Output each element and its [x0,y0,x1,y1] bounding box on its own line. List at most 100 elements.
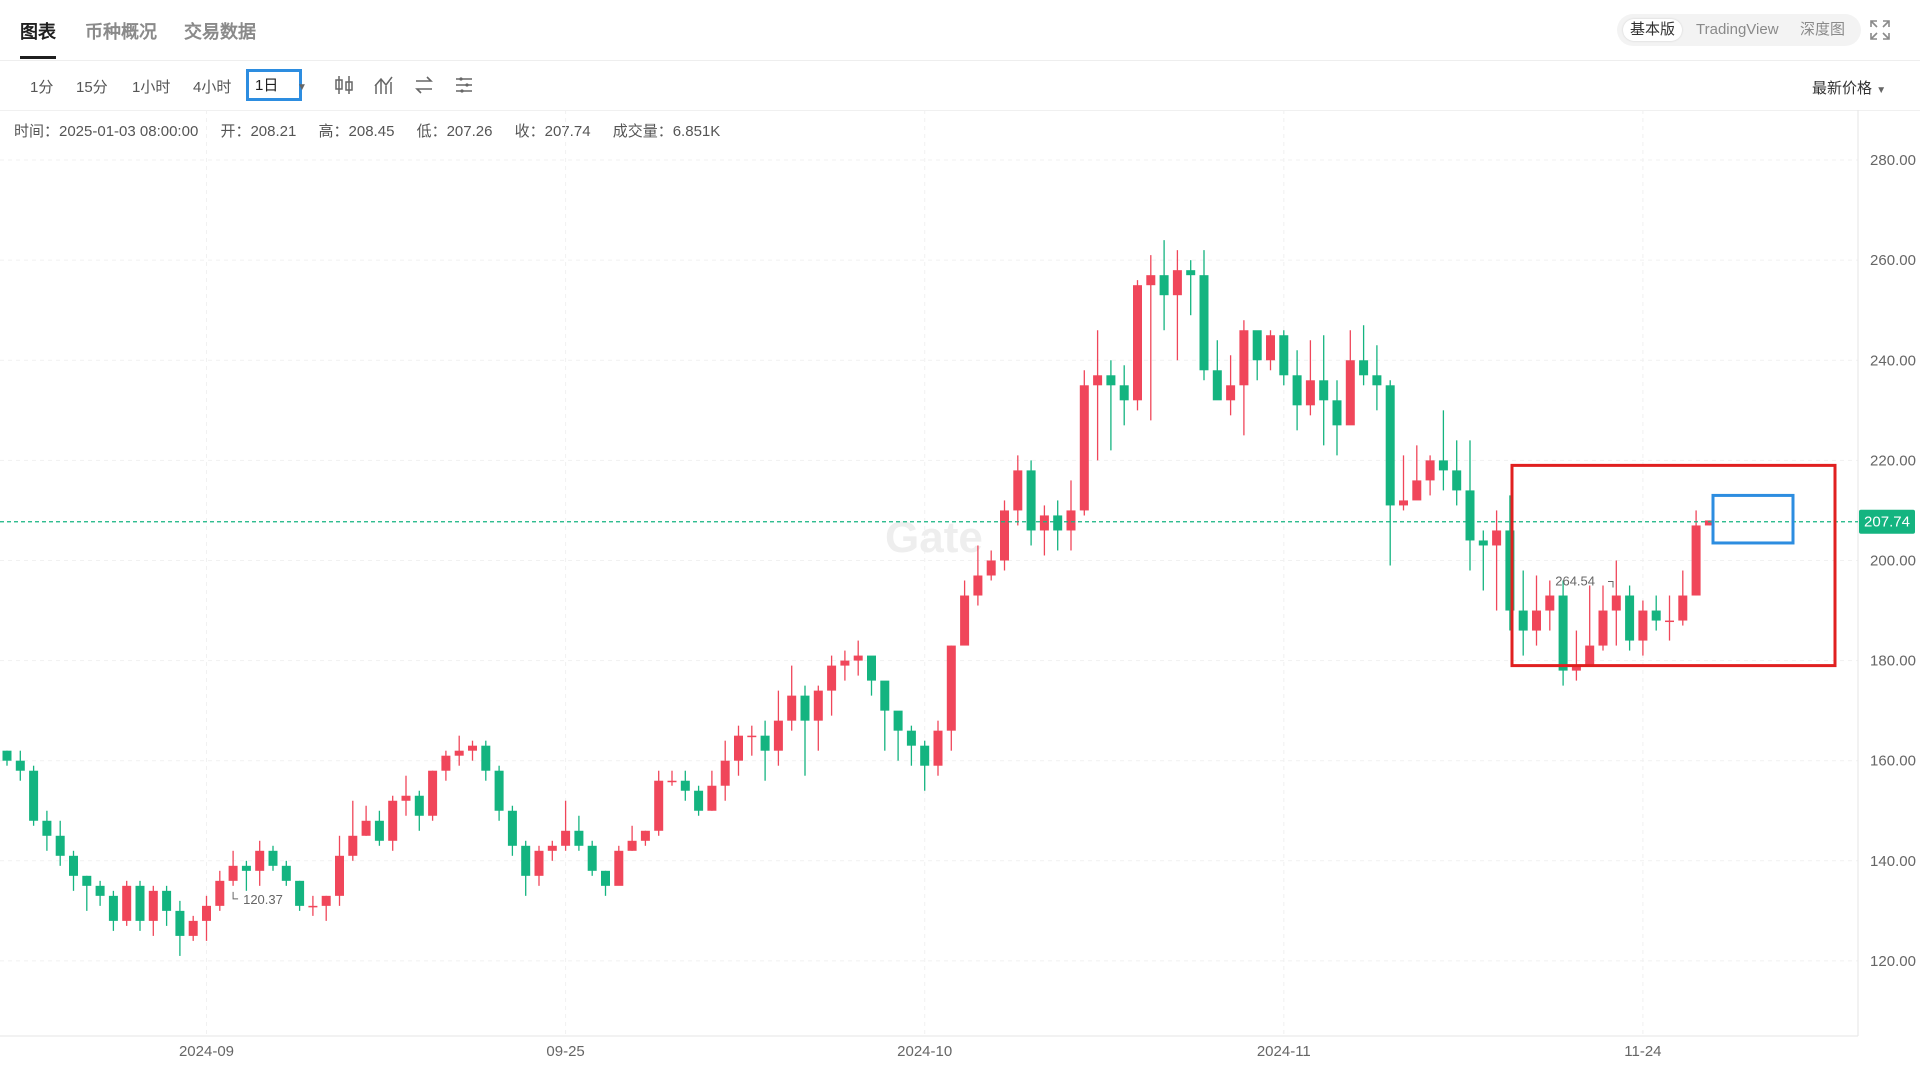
timeframe-15min[interactable]: 15分 [76,79,108,96]
ohlc-high: 高：208.45 [318,123,395,140]
candle-body [401,795,411,801]
swap-icon[interactable] [413,74,435,96]
candle-body [680,780,690,791]
candle-body [667,780,677,783]
candle-body [640,830,650,841]
candle-body [507,810,517,846]
candle-body [787,695,797,721]
ohlc-info-bar: 时间：2025-01-03 08:00:00 开：208.21 高：208.45… [14,120,738,141]
timeframe-1d-selected[interactable]: 1日 [246,69,302,101]
candle-body [42,820,52,836]
candle-body [295,880,305,906]
candle-body [1000,510,1009,561]
candle-body [1252,330,1262,361]
candle-body [1532,610,1541,631]
candle-body [747,735,757,738]
candle-body [1704,520,1714,526]
candle-body [1465,490,1475,541]
view-basic-button[interactable]: 基本版 [1623,19,1683,41]
candle-body [1518,610,1528,631]
tab-coin-overview[interactable]: 币种概况 [85,22,157,42]
candle-body [241,865,251,871]
x-tick-label: 2024-10 [897,1043,952,1060]
candle-body [1399,500,1408,506]
ohlc-close: 收：207.74 [514,123,591,140]
candle-body [15,760,25,771]
settings-list-icon[interactable] [453,74,475,96]
candle-body [428,770,438,816]
candle-body [1665,620,1674,623]
timeframe-1h[interactable]: 1小时 [132,79,171,96]
candle-body [1133,285,1142,401]
highlight-last-candle-box [1711,493,1795,545]
timeframe-1min[interactable]: 1分 [30,79,54,96]
candle-body [414,795,424,816]
candle-body [1079,385,1089,511]
candle-body [1585,645,1595,666]
last-price-label: 207.74 [1864,514,1910,531]
axes: 280.00 260.00 240.00 220.00 200.00 180.00 160.… [0,110,1916,1060]
candle-body [1678,595,1688,621]
candle-body [1412,480,1422,501]
x-tick-label: 2024-09 [179,1043,234,1060]
candle-type-icon[interactable] [333,74,355,96]
candle-body [468,745,477,751]
price-type-caret-icon: ▼ [1876,85,1887,96]
candle-body [108,895,118,921]
candle-body [1625,595,1635,641]
price-type-select[interactable]: 最新价格 ▼ [1812,77,1886,98]
candle-body [827,665,837,691]
candle-body [601,870,610,886]
view-mode-switch: 基本版 TradingView 深度图 [1617,14,1861,46]
candle-body [1359,360,1369,376]
candle-body [454,750,464,756]
candle-body [547,845,557,851]
candle-body [1691,525,1701,596]
candle-body [1372,375,1382,386]
candle-body [1066,510,1076,531]
candle-body [135,885,145,921]
y-tick-label: 200.00 [1870,552,1916,569]
candle-body [188,920,198,936]
candle-body [1492,530,1502,546]
timeframe-4h[interactable]: 4小时 [193,79,232,96]
candle-body [374,820,384,841]
candle-body [1558,595,1568,671]
candle-body [481,745,491,771]
y-tick-label: 220.00 [1870,452,1916,469]
view-tradingview-button[interactable]: TradingView [1696,21,1779,38]
candle-body [614,850,624,886]
tab-trading-data[interactable]: 交易数据 [184,22,256,42]
candle-body [1039,515,1049,531]
candle-body [1651,610,1661,621]
candle-body [268,850,278,866]
y-tick-label: 180.00 [1870,653,1916,670]
candle-body [82,875,92,886]
candle-body [148,890,158,921]
min-pointer-icon [232,891,239,900]
candle-body [1093,375,1103,386]
candle-body [880,680,890,711]
x-tick-label: 11-24 [1624,1043,1661,1060]
candle-body [720,760,730,786]
y-tick-label: 260.00 [1870,252,1916,269]
tab-chart[interactable]: 图表 [20,22,56,42]
candle-body [335,855,344,896]
candle-body [1305,380,1315,406]
indicator-icon[interactable] [373,74,395,96]
candle-body [853,655,863,661]
view-depth-button[interactable]: 深度图 [1800,21,1846,38]
candle-body [986,560,996,576]
candle-body [906,730,916,746]
candle-body [694,790,704,811]
timeframe-dropdown-icon[interactable]: ▼ [297,82,307,93]
candle-body [920,745,930,766]
candle-body [1545,595,1555,611]
candle-body [587,845,597,871]
candle-body [1013,470,1023,511]
candle-body [1611,595,1621,611]
x-tick-label: 2024-11 [1257,1043,1311,1060]
candle-body [734,735,743,761]
fullscreen-icon[interactable] [1868,18,1892,42]
